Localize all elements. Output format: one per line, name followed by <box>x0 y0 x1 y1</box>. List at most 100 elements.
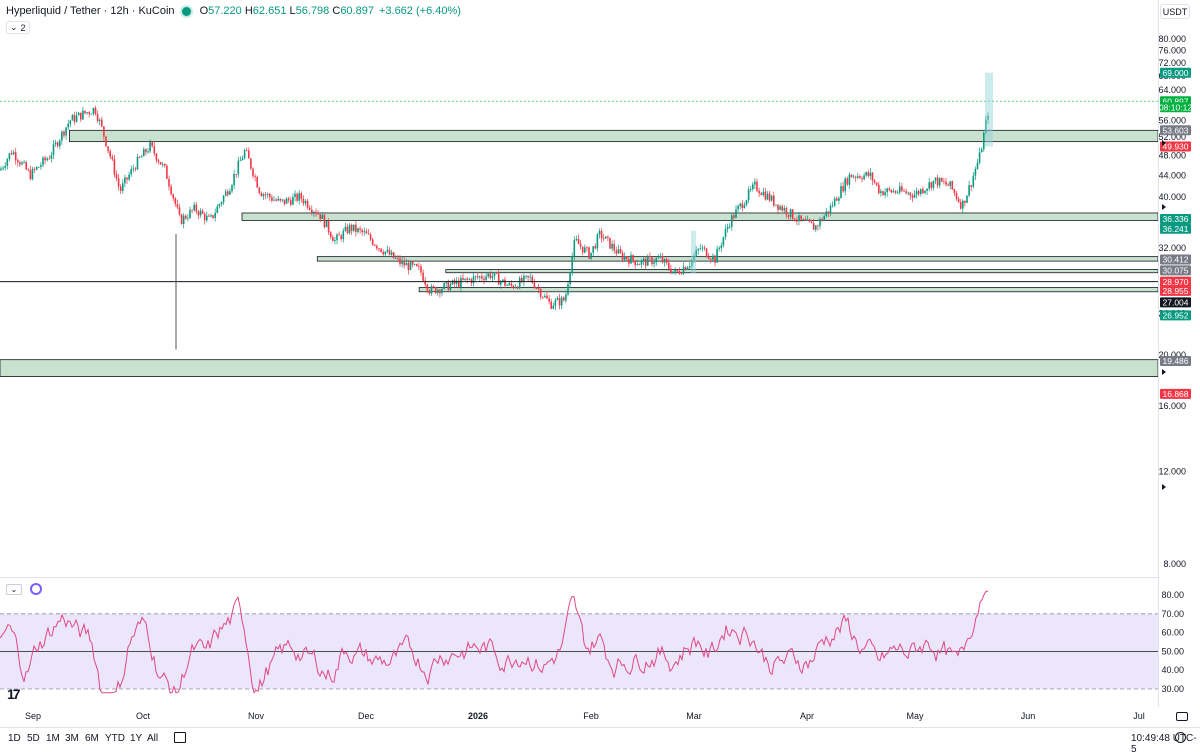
candle <box>269 192 271 201</box>
price-tick: 56.000 <box>1158 115 1186 125</box>
candle <box>128 171 130 182</box>
candle <box>899 182 901 195</box>
gear-icon[interactable] <box>1175 732 1186 743</box>
timeframe-button-ytd[interactable]: YTD <box>105 733 125 744</box>
candle <box>840 182 842 199</box>
candle <box>176 199 179 210</box>
candle <box>409 260 412 271</box>
candle <box>245 147 248 152</box>
candle <box>966 195 968 204</box>
calendar-icon[interactable] <box>174 732 186 743</box>
candle <box>218 203 221 209</box>
timeframe-button-5d[interactable]: 5D <box>27 733 40 744</box>
candle <box>185 214 187 220</box>
candle <box>974 166 977 181</box>
candle <box>212 214 214 220</box>
candle <box>978 147 981 165</box>
tradingview-logo-icon[interactable]: 17 <box>7 686 21 702</box>
candle <box>737 204 739 213</box>
candle <box>894 190 897 195</box>
candle <box>752 182 754 192</box>
candle <box>689 262 691 270</box>
candle <box>875 182 878 187</box>
candle <box>273 195 275 202</box>
price-zone[interactable] <box>445 269 1159 274</box>
candle <box>781 204 783 212</box>
candle <box>336 233 338 245</box>
currency-button[interactable]: USDT <box>1160 4 1190 19</box>
candle <box>105 136 107 148</box>
candle <box>342 228 345 243</box>
candle <box>350 223 353 236</box>
candle <box>909 191 912 200</box>
change-value: +3.662 (+6.40%) <box>378 5 461 17</box>
candle <box>682 262 685 276</box>
svg-text:60.897: 60.897 <box>1163 96 1189 106</box>
candle <box>638 263 641 266</box>
candle <box>531 274 534 284</box>
timeframe-button-3m[interactable]: 3M <box>65 733 79 744</box>
candle <box>140 154 143 158</box>
candle <box>153 142 156 157</box>
candle <box>130 165 132 177</box>
candle <box>285 197 288 204</box>
target-box[interactable] <box>985 72 993 147</box>
candle <box>605 236 607 239</box>
candle <box>424 277 426 288</box>
rsi-indicator-icon[interactable] <box>30 583 42 595</box>
candle <box>964 200 966 207</box>
candle <box>590 252 592 261</box>
price-chart[interactable]: 80.00 70.00 60.00 50.00 40.00 30.00 80.000 76.… <box>0 0 1200 727</box>
pane-separator[interactable] <box>0 577 1158 578</box>
rsi-collapse-button[interactable]: ⌄ <box>6 583 22 595</box>
candle <box>710 257 712 264</box>
candle <box>203 212 206 225</box>
price-zone[interactable] <box>69 129 1159 143</box>
svg-text:19.486: 19.486 <box>1163 356 1189 366</box>
camera-icon[interactable] <box>1176 712 1188 721</box>
indicators-collapse-button[interactable]: ⌄ 2 <box>6 21 30 34</box>
candle <box>260 191 263 197</box>
timeframe-button-1d[interactable]: 1D <box>8 733 21 744</box>
candle <box>38 166 40 168</box>
candle <box>168 175 170 191</box>
candle <box>829 203 832 217</box>
low-value: 56.798 <box>295 5 330 17</box>
symbol-title[interactable]: Hyperliquid / Tether · 12h · KuCoin <box>6 5 175 17</box>
timeframe-button-6m[interactable]: 6M <box>85 733 99 744</box>
clock[interactable]: 10:49:48 UTC-5 <box>1131 733 1197 755</box>
candle <box>838 196 840 205</box>
target-box[interactable] <box>691 230 696 274</box>
candle <box>884 188 886 199</box>
candle <box>630 251 632 264</box>
price-zone[interactable] <box>0 359 1159 377</box>
candle <box>10 150 13 156</box>
price-zone[interactable] <box>316 256 1159 262</box>
svg-text:30.075: 30.075 <box>1163 266 1189 276</box>
candle <box>460 274 462 292</box>
price-zone[interactable] <box>418 287 1159 293</box>
timeframe-button-1m[interactable]: 1M <box>46 733 60 744</box>
rsi-tick: 50.00 <box>1161 646 1184 656</box>
support-resistance-zones <box>0 129 1159 377</box>
candle <box>659 252 662 259</box>
price-zone[interactable] <box>241 212 1159 221</box>
candle <box>279 198 282 203</box>
timeframe-button-1y[interactable]: 1Y <box>130 733 143 744</box>
candle <box>678 267 681 275</box>
candle <box>239 156 242 162</box>
candle <box>363 227 366 236</box>
timeframe-button-all[interactable]: All <box>147 733 159 744</box>
price-tag: 53.603 <box>1160 125 1191 135</box>
indicator-count: 2 <box>20 22 26 33</box>
candle <box>77 111 80 116</box>
candle <box>443 282 445 290</box>
svg-text:69.000: 69.000 <box>1163 68 1189 78</box>
candle <box>743 202 746 209</box>
candle <box>376 244 378 251</box>
candle <box>466 276 468 284</box>
candle <box>714 254 716 267</box>
candle <box>306 198 309 210</box>
candle <box>802 218 804 220</box>
open-value: 57.220 <box>208 5 242 17</box>
